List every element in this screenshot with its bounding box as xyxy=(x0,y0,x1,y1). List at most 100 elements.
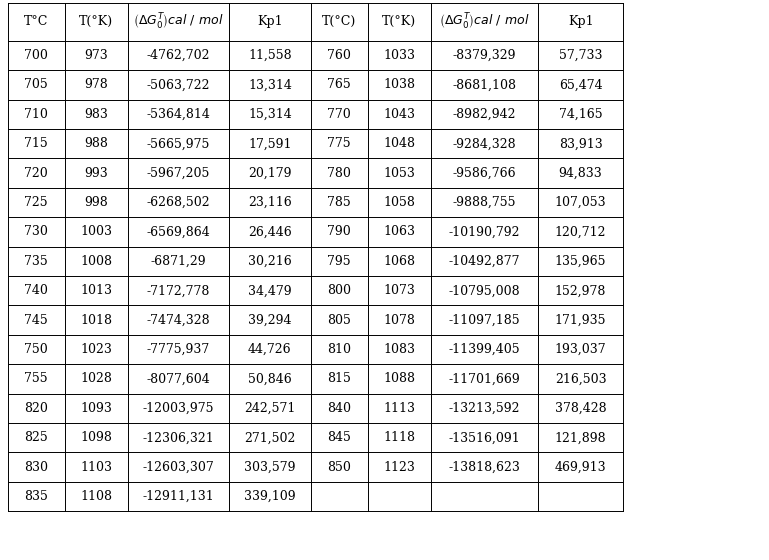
Text: T(°K): T(°K) xyxy=(382,15,416,29)
Text: 44,726: 44,726 xyxy=(248,343,291,356)
Text: 378,428: 378,428 xyxy=(554,402,607,415)
Text: 790: 790 xyxy=(328,226,351,239)
Text: 1048: 1048 xyxy=(383,137,415,150)
Text: 242,571: 242,571 xyxy=(245,402,295,415)
Text: -6871,29: -6871,29 xyxy=(151,255,206,268)
Text: -13213,592: -13213,592 xyxy=(449,402,520,415)
Text: 745: 745 xyxy=(25,314,48,326)
Text: 978: 978 xyxy=(85,78,108,91)
Text: 135,965: 135,965 xyxy=(555,255,606,268)
Text: -12911,131: -12911,131 xyxy=(142,490,215,503)
Text: 1023: 1023 xyxy=(80,343,112,356)
Text: 983: 983 xyxy=(84,108,108,121)
Text: 271,502: 271,502 xyxy=(245,431,295,444)
Text: -9586,766: -9586,766 xyxy=(453,167,516,180)
Text: 800: 800 xyxy=(327,284,351,297)
Text: 152,978: 152,978 xyxy=(555,284,606,297)
Text: 735: 735 xyxy=(25,255,48,268)
Text: -7172,778: -7172,778 xyxy=(147,284,210,297)
Text: 810: 810 xyxy=(327,343,351,356)
Text: 1078: 1078 xyxy=(383,314,415,326)
Text: 730: 730 xyxy=(24,226,48,239)
Text: 805: 805 xyxy=(327,314,351,326)
Text: 469,913: 469,913 xyxy=(554,461,607,474)
Text: 26,446: 26,446 xyxy=(248,226,291,239)
Text: 94,833: 94,833 xyxy=(559,167,602,180)
Text: -9888,755: -9888,755 xyxy=(453,196,516,209)
Text: 121,898: 121,898 xyxy=(554,431,607,444)
Text: 15,314: 15,314 xyxy=(248,108,291,121)
Text: 765: 765 xyxy=(328,78,351,91)
Text: -11097,185: -11097,185 xyxy=(448,314,521,326)
Text: 815: 815 xyxy=(327,372,351,385)
Text: -5364,814: -5364,814 xyxy=(146,108,211,121)
Text: 1038: 1038 xyxy=(383,78,415,91)
Text: $\left(\Delta G_0^T\right)$$\it{cal\ /\ mol}$: $\left(\Delta G_0^T\right)$$\it{cal\ /\ … xyxy=(133,12,224,32)
Text: 50,846: 50,846 xyxy=(248,372,291,385)
Text: 1083: 1083 xyxy=(383,343,415,356)
Text: 705: 705 xyxy=(25,78,48,91)
Text: -5063,722: -5063,722 xyxy=(147,78,210,91)
Text: -13818,623: -13818,623 xyxy=(448,461,521,474)
Text: 339,109: 339,109 xyxy=(244,490,296,503)
Text: 760: 760 xyxy=(327,49,351,62)
Text: 120,712: 120,712 xyxy=(555,226,606,239)
Text: 23,116: 23,116 xyxy=(248,196,291,209)
Text: 775: 775 xyxy=(328,137,351,150)
Text: 11,558: 11,558 xyxy=(248,49,291,62)
Text: -5967,205: -5967,205 xyxy=(147,167,210,180)
Text: 1118: 1118 xyxy=(383,431,415,444)
Text: -12603,307: -12603,307 xyxy=(142,461,215,474)
Text: -8681,108: -8681,108 xyxy=(452,78,517,91)
Text: 171,935: 171,935 xyxy=(555,314,606,326)
Text: 988: 988 xyxy=(84,137,108,150)
Text: -7474,328: -7474,328 xyxy=(147,314,210,326)
Text: 1103: 1103 xyxy=(80,461,112,474)
Text: 1018: 1018 xyxy=(80,314,112,326)
Text: -13516,091: -13516,091 xyxy=(448,431,521,444)
Text: -10190,792: -10190,792 xyxy=(449,226,520,239)
Text: -10492,877: -10492,877 xyxy=(449,255,520,268)
Text: 1123: 1123 xyxy=(383,461,415,474)
Text: -12306,321: -12306,321 xyxy=(142,431,215,444)
Text: 795: 795 xyxy=(328,255,351,268)
Text: 973: 973 xyxy=(85,49,108,62)
Text: 1043: 1043 xyxy=(383,108,415,121)
Text: 57,733: 57,733 xyxy=(559,49,602,62)
Text: 710: 710 xyxy=(24,108,48,121)
Text: 39,294: 39,294 xyxy=(248,314,291,326)
Text: 720: 720 xyxy=(25,167,48,180)
Text: 830: 830 xyxy=(24,461,48,474)
Text: 193,037: 193,037 xyxy=(554,343,607,356)
Text: 1063: 1063 xyxy=(383,226,415,239)
Text: 1098: 1098 xyxy=(80,431,112,444)
Text: -11701,669: -11701,669 xyxy=(448,372,521,385)
Text: 850: 850 xyxy=(327,461,351,474)
Text: -11399,405: -11399,405 xyxy=(448,343,521,356)
Text: 825: 825 xyxy=(25,431,48,444)
Text: 780: 780 xyxy=(327,167,351,180)
Text: 770: 770 xyxy=(328,108,351,121)
Text: -12003,975: -12003,975 xyxy=(143,402,214,415)
Text: -4762,702: -4762,702 xyxy=(147,49,210,62)
Text: 725: 725 xyxy=(25,196,48,209)
Text: -9284,328: -9284,328 xyxy=(453,137,516,150)
Text: 715: 715 xyxy=(25,137,48,150)
Text: 34,479: 34,479 xyxy=(248,284,291,297)
Text: 755: 755 xyxy=(25,372,48,385)
Text: 20,179: 20,179 xyxy=(248,167,291,180)
Text: -8077,604: -8077,604 xyxy=(147,372,210,385)
Text: 74,165: 74,165 xyxy=(559,108,602,121)
Text: 1113: 1113 xyxy=(383,402,415,415)
Text: 998: 998 xyxy=(85,196,108,209)
Text: 835: 835 xyxy=(24,490,48,503)
Text: $\left(\Delta G_0^T\right)$$\it{cal\ /\ mol}$: $\left(\Delta G_0^T\right)$$\it{cal\ /\ … xyxy=(439,12,530,32)
Text: -8982,942: -8982,942 xyxy=(453,108,516,121)
Text: 1073: 1073 xyxy=(383,284,415,297)
Text: -7775,937: -7775,937 xyxy=(147,343,210,356)
Text: 30,216: 30,216 xyxy=(248,255,291,268)
Text: -6569,864: -6569,864 xyxy=(147,226,210,239)
Text: 785: 785 xyxy=(328,196,351,209)
Text: 1003: 1003 xyxy=(80,226,112,239)
Text: Kp1: Kp1 xyxy=(257,15,283,29)
